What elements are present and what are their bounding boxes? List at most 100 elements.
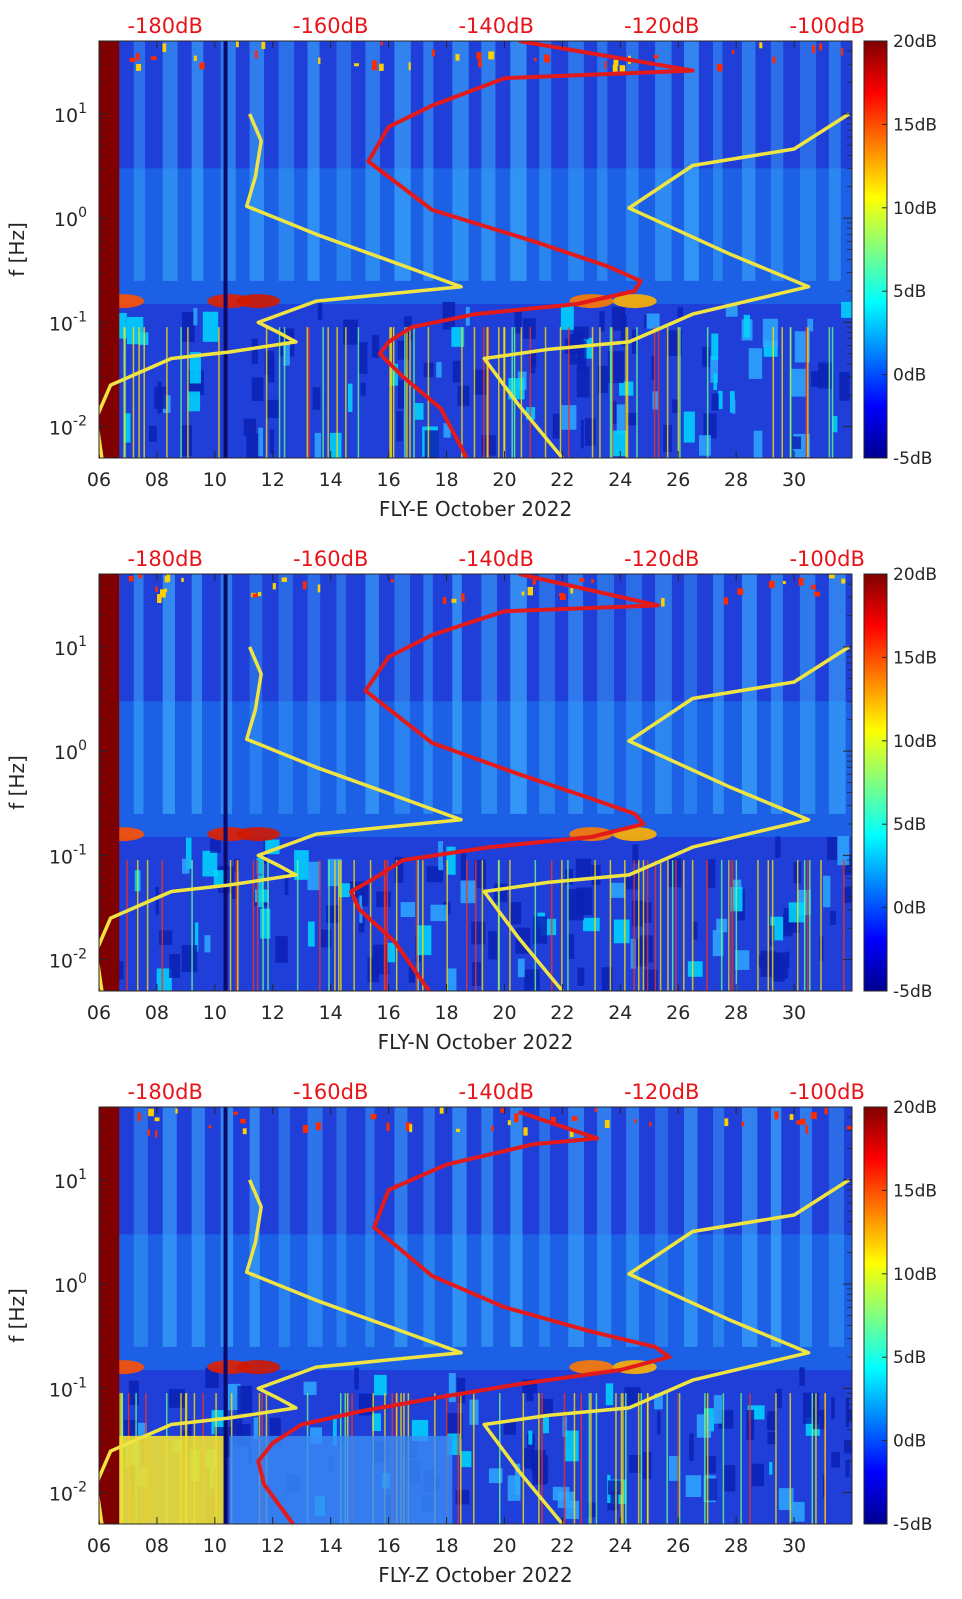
noise-patch xyxy=(436,361,442,378)
daily-column xyxy=(828,41,841,281)
top-db-label: -120dB xyxy=(624,1080,699,1104)
hf-speckle xyxy=(521,591,525,596)
noise-patch xyxy=(257,875,263,908)
x-tick-label: 10 xyxy=(203,1535,227,1557)
hf-speckle xyxy=(774,1111,779,1120)
glitch-line xyxy=(146,860,149,991)
x-tick-label: 16 xyxy=(377,469,401,491)
noise-patch xyxy=(613,919,630,944)
noise-patch xyxy=(338,883,351,898)
noise-patch xyxy=(565,869,574,885)
top-db-label: -160dB xyxy=(293,1080,368,1104)
hf-speckle xyxy=(723,597,729,605)
hf-speckle xyxy=(272,583,276,590)
noise-patch xyxy=(195,922,199,952)
glitch-line xyxy=(683,860,685,991)
glitch-line xyxy=(415,860,418,991)
noise-patch xyxy=(182,312,195,342)
noise-patch xyxy=(460,1451,472,1468)
noise-patch xyxy=(329,432,342,458)
noise-patch xyxy=(256,857,263,875)
noise-patch xyxy=(528,1430,533,1445)
glitch-line xyxy=(486,327,488,458)
noise-patch xyxy=(514,309,522,334)
glitch-line xyxy=(191,860,193,991)
glitch-line xyxy=(520,327,523,458)
glitch-line xyxy=(625,327,627,458)
glitch-line xyxy=(369,860,372,991)
curve-yellow-reference xyxy=(99,1179,463,1524)
noise-patch xyxy=(517,958,525,978)
noise-patch xyxy=(269,1417,281,1447)
x-tick-label: 22 xyxy=(550,1002,574,1024)
glitch-line xyxy=(475,860,477,991)
hf-speckle xyxy=(772,56,776,64)
noise-patch xyxy=(844,1439,852,1454)
hf-speckle xyxy=(252,593,258,598)
top-db-label: -100dB xyxy=(789,547,864,571)
y-tick-label: 101 xyxy=(54,101,87,127)
noise-patch xyxy=(792,436,802,449)
noise-patch xyxy=(811,371,821,387)
saturated-column xyxy=(99,574,120,991)
hf-speckle xyxy=(302,581,307,590)
daily-column xyxy=(481,41,496,281)
x-tick-label: 20 xyxy=(492,1002,516,1024)
x-tick-label: 06 xyxy=(87,1002,111,1024)
hf-speckle xyxy=(409,1124,413,1133)
noise-patch xyxy=(620,314,627,346)
hf-speckle xyxy=(824,1107,828,1115)
noise-patch xyxy=(706,1478,717,1501)
noise-patch xyxy=(710,356,718,383)
hf-speckle xyxy=(527,586,534,596)
x-tick-label: 26 xyxy=(666,1002,690,1024)
noise-patch xyxy=(722,1465,736,1492)
hf-speckle xyxy=(523,1127,528,1136)
glitch-line xyxy=(166,327,168,458)
noise-patch xyxy=(493,883,508,903)
y-tick-label: 10-1 xyxy=(49,309,87,335)
hf-speckle xyxy=(550,1116,556,1123)
hf-speckle xyxy=(155,1130,158,1138)
noise-patch xyxy=(514,1463,521,1495)
glitch-line xyxy=(417,860,419,991)
noise-patch xyxy=(451,327,465,347)
hf-speckle xyxy=(160,589,166,598)
noise-patch xyxy=(532,916,547,944)
curve-yellow-upper-band xyxy=(482,645,851,991)
hf-speckle xyxy=(386,1122,390,1132)
top-db-label: -140dB xyxy=(458,14,533,38)
glitch-line xyxy=(633,860,635,991)
curve-red-median xyxy=(366,41,695,458)
top-db-label: -160dB xyxy=(293,14,368,38)
x-tick-label: 22 xyxy=(550,1535,574,1557)
noise-patch xyxy=(799,1367,805,1386)
colorbar xyxy=(863,40,888,459)
hf-speckle xyxy=(571,1116,578,1122)
noise-patch xyxy=(126,316,144,345)
hf-speckle xyxy=(379,63,384,71)
noise-patch xyxy=(848,1409,852,1422)
noise-patch xyxy=(639,935,654,963)
top-db-label: -120dB xyxy=(624,14,699,38)
daily-column xyxy=(452,574,462,814)
glitch-line xyxy=(805,327,808,458)
noise-patch xyxy=(237,1385,253,1414)
daily-column xyxy=(684,574,697,814)
glitch-line xyxy=(820,860,822,991)
glitch-line xyxy=(338,860,340,991)
glitch-line xyxy=(345,327,347,458)
noise-patch xyxy=(128,1380,139,1406)
glitch-line xyxy=(187,327,189,458)
glitch-line xyxy=(610,327,613,458)
top-db-label: -100dB xyxy=(789,14,864,38)
daily-column xyxy=(626,574,642,814)
noise-patch xyxy=(843,887,852,904)
band-microseism xyxy=(99,1234,852,1371)
noise-patch xyxy=(591,865,601,886)
hf-speckle xyxy=(451,598,457,603)
microseism-hotspot xyxy=(612,294,657,309)
glitch-line xyxy=(611,327,614,458)
glitch-line xyxy=(413,327,415,458)
noise-patch xyxy=(646,313,660,329)
